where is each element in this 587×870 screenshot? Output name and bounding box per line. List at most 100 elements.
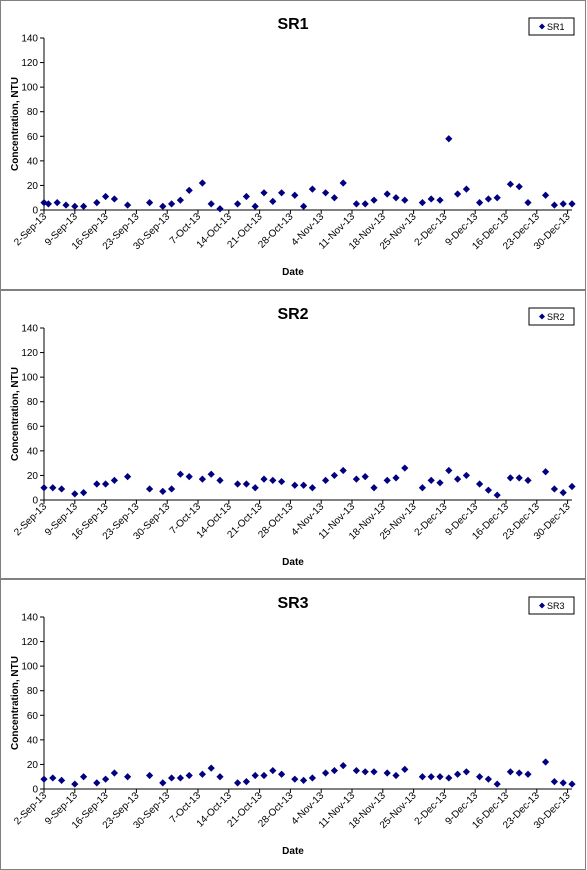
data-point: [234, 200, 242, 208]
data-point: [550, 485, 558, 493]
data-point: [80, 773, 88, 781]
data-point: [146, 199, 154, 207]
data-point: [542, 758, 550, 766]
data-point: [44, 200, 52, 208]
y-tick-label: 100: [21, 83, 38, 94]
data-point: [168, 200, 176, 208]
legend-label: SR1: [547, 22, 565, 32]
data-point: [418, 484, 426, 492]
data-point: [330, 471, 338, 480]
data-point: [476, 199, 484, 207]
data-point: [300, 481, 308, 489]
data-point: [159, 779, 167, 787]
data-point: [568, 482, 576, 491]
y-tick-label: 0: [32, 785, 38, 796]
data-point: [493, 194, 501, 202]
data-point: [93, 199, 101, 207]
data-point: [383, 190, 391, 198]
y-tick-label: 0: [32, 206, 38, 217]
data-point: [392, 194, 400, 202]
data-point: [102, 480, 110, 488]
data-point: [260, 475, 268, 483]
legend-box: [528, 307, 575, 326]
data-point: [454, 475, 462, 483]
data-point: [49, 484, 57, 492]
data-point: [436, 196, 444, 204]
y-axis-label: Concentration, NTU: [10, 367, 21, 461]
data-point: [550, 201, 558, 209]
data-point: [370, 768, 378, 776]
data-point: [542, 468, 550, 476]
data-point: [300, 776, 308, 784]
y-tick-label: 20: [27, 760, 39, 771]
data-point: [524, 199, 532, 207]
data-point: [427, 476, 435, 484]
data-point: [559, 489, 567, 497]
chart-panel-sr2: SR2 0 20 40 60 80 100 120 140 2-Sep-13 9-Sep-13 16-…: [0, 290, 586, 579]
data-point: [110, 476, 118, 484]
data-point: [291, 775, 299, 783]
data-point: [58, 776, 66, 784]
data-point: [110, 195, 118, 203]
data-point: [445, 135, 453, 143]
chart-title: SR2: [277, 306, 308, 323]
data-point: [506, 474, 514, 482]
y-tick-label: 80: [27, 107, 39, 118]
legend: SR1: [528, 17, 575, 36]
data-point: [383, 476, 391, 484]
legend-marker: [539, 313, 545, 320]
data-point: [308, 774, 316, 782]
data-point: [550, 778, 558, 786]
data-point: [176, 774, 184, 782]
y-tick-label: 40: [27, 735, 39, 746]
data-point: [392, 474, 400, 482]
data-point: [269, 476, 277, 484]
data-point: [401, 464, 409, 472]
data-point: [124, 773, 132, 781]
y-tick-label: 100: [21, 662, 38, 673]
data-point: [146, 485, 154, 493]
data-point: [322, 769, 330, 777]
legend: SR2: [528, 307, 575, 326]
data-point: [260, 771, 268, 780]
data-point: [339, 179, 347, 187]
data-point: [322, 189, 330, 197]
data-point: [58, 485, 66, 493]
data-point: [476, 773, 484, 781]
x-tick-label: 2-Sep-13: [12, 211, 49, 248]
data-point: [436, 479, 444, 487]
data-point: [568, 200, 576, 208]
data-point: [418, 199, 426, 207]
data-point: [330, 766, 338, 775]
data-point: [506, 180, 514, 188]
y-tick-label: 120: [21, 58, 38, 69]
y-tick-label: 80: [27, 397, 39, 408]
data-point: [308, 484, 316, 492]
data-point: [207, 200, 215, 208]
data-point: [198, 179, 206, 187]
data-point: [506, 768, 514, 776]
legend-label: SR2: [547, 312, 565, 322]
data-point: [278, 189, 286, 197]
data-point: [484, 775, 492, 783]
data-point: [339, 466, 347, 475]
data-point: [159, 202, 167, 210]
data-point: [291, 481, 299, 489]
y-tick-label: 120: [21, 348, 38, 359]
data-point: [515, 474, 523, 482]
data-point: [110, 769, 118, 777]
data-point: [207, 764, 215, 772]
y-tick-label: 40: [27, 156, 39, 167]
y-tick-label: 120: [21, 637, 38, 648]
data-point: [269, 197, 277, 205]
data-point: [322, 476, 330, 484]
data-point: [445, 774, 453, 782]
data-point: [102, 775, 110, 783]
data-point: [462, 471, 470, 480]
data-point: [251, 771, 259, 780]
legend-box: [528, 17, 575, 36]
data-point: [93, 779, 101, 787]
data-point: [278, 477, 286, 486]
y-tick-label: 100: [21, 373, 38, 384]
data-point: [185, 473, 193, 481]
